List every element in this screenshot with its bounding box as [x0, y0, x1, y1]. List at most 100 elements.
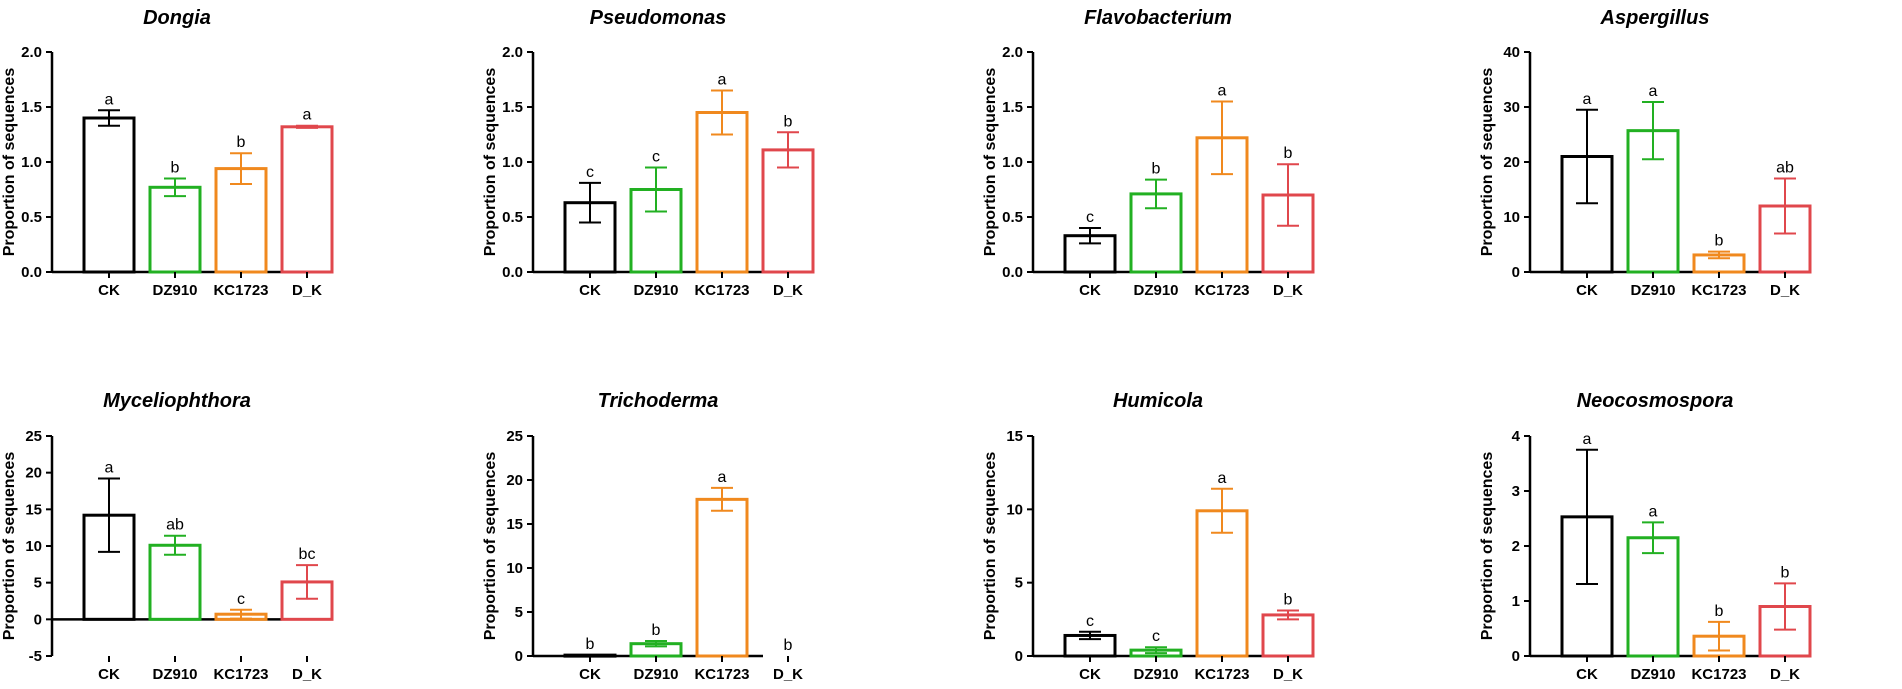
y-axis-label: Proportion of sequences	[982, 68, 999, 257]
x-tick-label: CK	[1079, 666, 1101, 683]
x-tick-label: KC1723	[1194, 282, 1249, 299]
x-tick-label: CK	[1576, 282, 1598, 299]
bar	[695, 111, 749, 274]
chart-title: Humicola	[1113, 390, 1203, 412]
y-axis-label: Proportion of sequences	[482, 452, 499, 641]
x-tick-label: CK	[579, 282, 601, 299]
x-tick-label: D_K	[1273, 282, 1303, 299]
significance-letter: b	[1715, 603, 1724, 620]
y-tick-label: 1.0	[21, 154, 42, 171]
y-tick-label: -5	[29, 648, 42, 665]
y-tick-label: 40	[1503, 44, 1520, 61]
significance-letter: a	[1583, 431, 1592, 448]
significance-letter: b	[1284, 145, 1293, 162]
significance-letter: c	[1152, 628, 1160, 645]
chart-title: Trichoderma	[598, 390, 719, 412]
y-tick-label: 2.0	[1002, 44, 1023, 61]
y-tick-label: 1.0	[1002, 154, 1023, 171]
significance-letter: c	[1086, 613, 1094, 630]
x-tick-label: KC1723	[694, 282, 749, 299]
x-tick-label: KC1723	[213, 666, 268, 683]
significance-letter: a	[718, 72, 727, 89]
x-tick-label: D_K	[773, 282, 803, 299]
x-tick-label: DZ910	[152, 282, 197, 299]
y-tick-label: 1.0	[502, 154, 523, 171]
chart-title: Flavobacterium	[1084, 7, 1232, 29]
x-tick-label: KC1723	[694, 666, 749, 683]
significance-letter: c	[237, 591, 245, 608]
y-tick-label: 15	[25, 501, 42, 518]
significance-letter: a	[1649, 503, 1658, 520]
significance-letter: bc	[299, 546, 316, 563]
chart-title: Neocosmospora	[1577, 390, 1734, 412]
y-tick-label: 1	[1512, 593, 1520, 610]
x-tick-label: D_K	[773, 666, 803, 683]
x-tick-label: DZ910	[1630, 666, 1675, 683]
y-tick-label: 5	[515, 604, 523, 621]
chart-title: Dongia	[143, 7, 211, 29]
x-tick-label: DZ910	[633, 282, 678, 299]
x-tick-label: CK	[1079, 282, 1101, 299]
chart-panel: Flavobacterium Proportion of sequences0.0…	[982, 7, 1315, 299]
y-axis-label: Proportion of sequences	[482, 68, 499, 257]
bar	[148, 185, 202, 274]
y-tick-label: 0.0	[21, 264, 42, 281]
x-tick-label: KC1723	[1194, 666, 1249, 683]
y-tick-label: 0	[1512, 264, 1520, 281]
x-tick-label: D_K	[292, 282, 322, 299]
significance-letter: ab	[1776, 160, 1794, 177]
significance-letter: a	[105, 91, 114, 108]
y-tick-label: 20	[506, 472, 523, 489]
bar	[1261, 613, 1315, 658]
bar	[148, 543, 202, 621]
y-tick-label: 2.0	[502, 44, 523, 61]
significance-letter: b	[1152, 161, 1161, 178]
y-tick-label: 3	[1512, 483, 1520, 500]
bar	[1626, 536, 1680, 658]
significance-letter: a	[1583, 91, 1592, 108]
significance-letter: a	[1218, 83, 1227, 100]
x-tick-label: CK	[1576, 666, 1598, 683]
y-tick-label: 25	[25, 428, 42, 445]
y-tick-label: 1.5	[502, 99, 523, 116]
x-tick-label: DZ910	[152, 666, 197, 683]
y-tick-label: 0.5	[1002, 209, 1023, 226]
y-tick-label: 0.5	[502, 209, 523, 226]
bar	[695, 497, 749, 658]
x-tick-label: DZ910	[633, 666, 678, 683]
y-tick-label: 10	[25, 538, 42, 555]
significance-letter: a	[105, 460, 114, 477]
x-tick-label: KC1723	[1691, 282, 1746, 299]
chart-panel: Humicola Proportion of sequences 0 5 10 15 c CK…	[982, 390, 1315, 683]
y-tick-label: 2.0	[21, 44, 42, 61]
y-tick-label: 15	[1006, 428, 1023, 445]
y-tick-label: 20	[25, 465, 42, 482]
y-tick-label: 2	[1512, 538, 1520, 555]
y-tick-label: 0.5	[21, 209, 42, 226]
y-axis-label: Proportion of sequences	[1479, 68, 1496, 257]
x-tick-label: DZ910	[1133, 666, 1178, 683]
y-tick-label: 5	[34, 575, 42, 592]
significance-letter: b	[784, 637, 793, 654]
significance-letter: c	[586, 164, 594, 181]
significance-letter: a	[718, 469, 727, 486]
y-tick-label: 0	[1512, 648, 1520, 665]
x-tick-label: CK	[98, 282, 120, 299]
chart-panel: Aspergillus Proportion of sequences 0 10 20 3…	[1479, 7, 1812, 299]
significance-letter: b	[586, 636, 595, 653]
x-tick-label: D_K	[1770, 282, 1800, 299]
y-tick-label: 5	[1015, 575, 1023, 592]
chart-title: Pseudomonas	[590, 7, 727, 29]
y-tick-label: 10	[506, 560, 523, 577]
x-tick-label: D_K	[1770, 666, 1800, 683]
y-axis-label: Proportion of sequences	[982, 452, 999, 641]
chart-title: Myceliophthora	[103, 390, 251, 412]
y-tick-label: 0.0	[502, 264, 523, 281]
y-tick-label: 0	[1015, 648, 1023, 665]
significance-letter: c	[652, 149, 660, 166]
y-tick-label: 4	[1512, 428, 1521, 445]
bar	[280, 125, 334, 274]
x-tick-label: CK	[98, 666, 120, 683]
x-tick-label: DZ910	[1630, 282, 1675, 299]
